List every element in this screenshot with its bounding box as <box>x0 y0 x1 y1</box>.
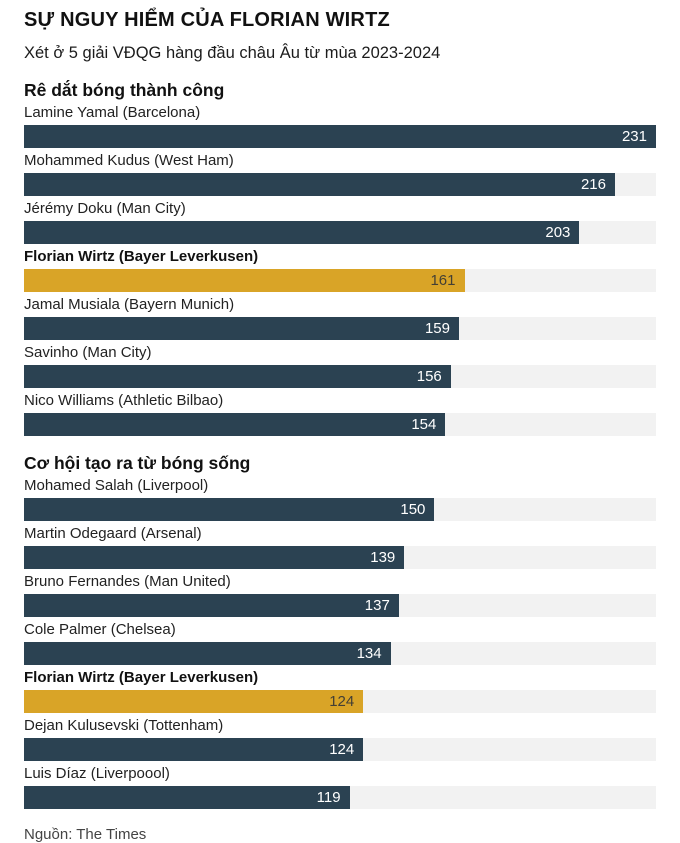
bar-value: 156 <box>416 368 442 385</box>
bar: 150 <box>24 498 435 521</box>
player-label: Nico Williams (Athletic Bilbao) <box>24 392 224 409</box>
bar-value: 154 <box>411 416 437 433</box>
bar-row: Cole Palmer (Chelsea) 134 <box>24 622 656 665</box>
bar-row: Mohamed Salah (Liverpool) 150 <box>24 478 656 521</box>
bar-row: Dejan Kulusevski (Tottenham) 124 <box>24 718 656 761</box>
bar-row: Florian Wirtz (Bayer Leverkusen) 124 <box>24 670 656 713</box>
bar: 134 <box>24 642 391 665</box>
highlight-bar: 124 <box>24 690 364 713</box>
bar-track: 161 <box>24 269 656 292</box>
bar-row: Jamal Musiala (Bayern Munich) 159 <box>24 297 656 340</box>
bar: 159 <box>24 317 459 340</box>
bar-value: 139 <box>370 549 396 566</box>
bar-row: Luis Díaz (Liverpoool) 119 <box>24 766 656 809</box>
player-label: Martin Odegaard (Arsenal) <box>24 525 202 542</box>
bar-row: Nico Williams (Athletic Bilbao) 154 <box>24 393 656 436</box>
bar: 154 <box>24 413 446 436</box>
player-label: Mohamed Salah (Liverpool) <box>24 477 209 494</box>
bar: 156 <box>24 365 451 388</box>
player-label: Jérémy Doku (Man City) <box>24 200 186 217</box>
bar: 119 <box>24 786 350 809</box>
bar-value: 231 <box>621 128 647 145</box>
bar-value: 124 <box>329 693 355 710</box>
player-label-highlight: Florian Wirtz (Bayer Leverkusen) <box>24 669 259 686</box>
bar-value: 216 <box>580 176 606 193</box>
player-label: Luis Díaz (Liverpoool) <box>24 765 170 782</box>
page-title: SỰ NGUY HIỂM CỦA FLORIAN WIRTZ <box>24 9 390 31</box>
page-subtitle: Xét ở 5 giải VĐQG hàng đầu châu Âu từ mù… <box>24 44 441 62</box>
bar-row: Mohammed Kudus (West Ham) 216 <box>24 153 656 196</box>
bar-row: Savinho (Man City) 156 <box>24 345 656 388</box>
bar-value: 150 <box>400 501 426 518</box>
bar-value: 161 <box>430 272 456 289</box>
bar-group-dribbles: Lamine Yamal (Barcelona) 231 Mohammed Kudu… <box>24 105 656 436</box>
player-label: Dejan Kulusevski (Tottenham) <box>24 717 224 734</box>
bar-row: Bruno Fernandes (Man United) 137 <box>24 574 656 617</box>
bar-group-chances: Mohamed Salah (Liverpool) 150 Martin Odega… <box>24 478 656 809</box>
bar-row: Florian Wirtz (Bayer Leverkusen) 161 <box>24 249 656 292</box>
bar-value: 134 <box>356 645 382 662</box>
player-label: Savinho (Man City) <box>24 344 152 361</box>
bar-track: 231 <box>24 125 656 148</box>
bar: 124 <box>24 738 364 761</box>
bar-value: 203 <box>545 224 571 241</box>
bar-track: 150 <box>24 498 656 521</box>
player-label: Jamal Musiala (Bayern Munich) <box>24 296 235 313</box>
player-label-highlight: Florian Wirtz (Bayer Leverkusen) <box>24 248 259 265</box>
bar-row: Martin Odegaard (Arsenal) 139 <box>24 526 656 569</box>
bar-track: 134 <box>24 642 656 665</box>
bar: 231 <box>24 125 656 148</box>
bar-track: 156 <box>24 365 656 388</box>
bar-track: 124 <box>24 690 656 713</box>
bar-row: Lamine Yamal (Barcelona) 231 <box>24 105 656 148</box>
bar-track: 139 <box>24 546 656 569</box>
source-note: Nguồn: The Times <box>24 826 147 843</box>
bar-track: 216 <box>24 173 656 196</box>
player-label: Bruno Fernandes (Man United) <box>24 573 231 590</box>
bar-track: 159 <box>24 317 656 340</box>
bar-track: 203 <box>24 221 656 244</box>
bar-track: 154 <box>24 413 656 436</box>
bar-track: 119 <box>24 786 656 809</box>
bar: 137 <box>24 594 399 617</box>
section-dribbles-title: Rê dắt bóng thành công <box>24 80 225 100</box>
section-chances-title: Cơ hội tạo ra từ bóng sống <box>24 453 251 473</box>
bar: 203 <box>24 221 580 244</box>
section-chances: Cơ hội tạo ra từ bóng sống Mohamed Salah… <box>24 453 656 809</box>
bar-track: 137 <box>24 594 656 617</box>
bar-track: 124 <box>24 738 656 761</box>
player-label: Cole Palmer (Chelsea) <box>24 621 176 638</box>
player-label: Lamine Yamal (Barcelona) <box>24 104 201 121</box>
bar-value: 124 <box>329 741 355 758</box>
bar: 216 <box>24 173 615 196</box>
highlight-bar: 161 <box>24 269 465 292</box>
bar-value: 119 <box>316 789 341 806</box>
section-dribbles: Rê dắt bóng thành công Lamine Yamal (Bar… <box>24 80 656 436</box>
bar-value: 137 <box>364 597 390 614</box>
bar-row: Jérémy Doku (Man City) 203 <box>24 201 656 244</box>
bar-value: 159 <box>424 320 450 337</box>
player-label: Mohammed Kudus (West Ham) <box>24 152 234 169</box>
bar: 139 <box>24 546 405 569</box>
